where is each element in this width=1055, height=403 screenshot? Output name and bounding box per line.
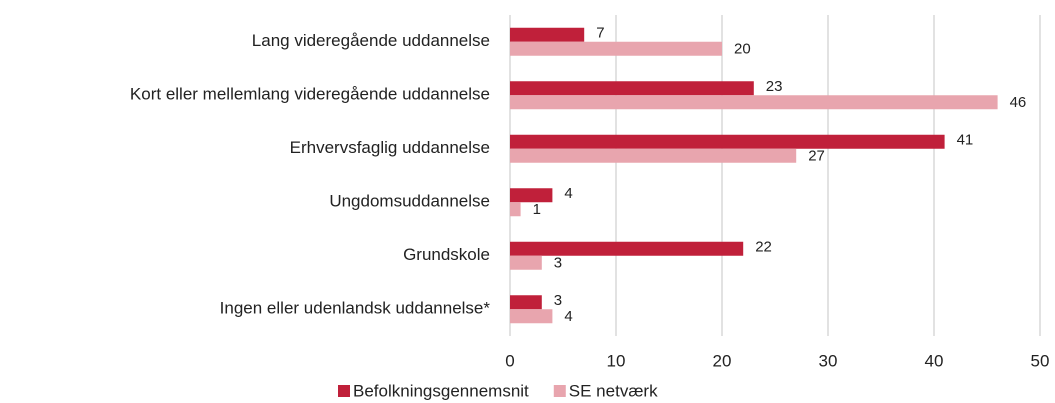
category-label: Lang videregående uddannelse: [252, 31, 490, 50]
bar: [510, 241, 744, 256]
bar: [510, 148, 797, 163]
category-label: Erhvervsfaglig uddannelse: [290, 138, 490, 157]
value-label: 7: [596, 25, 604, 42]
x-tick-label: 30: [819, 351, 838, 370]
x-tick-label: 20: [713, 351, 732, 370]
value-label: 23: [766, 78, 783, 95]
bar: [510, 295, 542, 310]
value-label: 41: [957, 132, 974, 149]
bar: [510, 202, 521, 217]
legend-label: Befolkningsgennemsnit: [353, 381, 529, 400]
category-label: Kort eller mellemlang videregående uddan…: [130, 85, 490, 104]
bar: [510, 81, 754, 96]
category-label: Grundskole: [403, 245, 490, 264]
bar: [510, 95, 998, 110]
x-tick-label: 10: [607, 351, 626, 370]
value-label: 20: [734, 41, 751, 58]
value-label: 22: [755, 239, 772, 256]
x-tick-label: 40: [925, 351, 944, 370]
value-label: 3: [554, 292, 562, 309]
bar: [510, 309, 553, 324]
value-label: 1: [533, 201, 541, 218]
bar: [510, 188, 553, 203]
x-tick-label: 50: [1031, 351, 1050, 370]
value-label: 27: [808, 148, 825, 165]
bar: [510, 255, 542, 270]
legend-swatch: [338, 385, 350, 397]
value-label: 4: [564, 308, 572, 325]
bar: [510, 27, 585, 42]
bar: [510, 41, 722, 56]
value-label: 4: [564, 185, 572, 202]
x-tick-label: 0: [505, 351, 514, 370]
value-label: 3: [554, 255, 562, 272]
category-label: Ingen eller udenlandsk uddannelse*: [220, 299, 491, 318]
legend-label: SE netværk: [569, 381, 658, 400]
bar: [510, 134, 945, 149]
legend-swatch: [553, 385, 566, 397]
value-label: 46: [1010, 94, 1027, 111]
category-label: Ungdomsuddannelse: [329, 192, 490, 211]
